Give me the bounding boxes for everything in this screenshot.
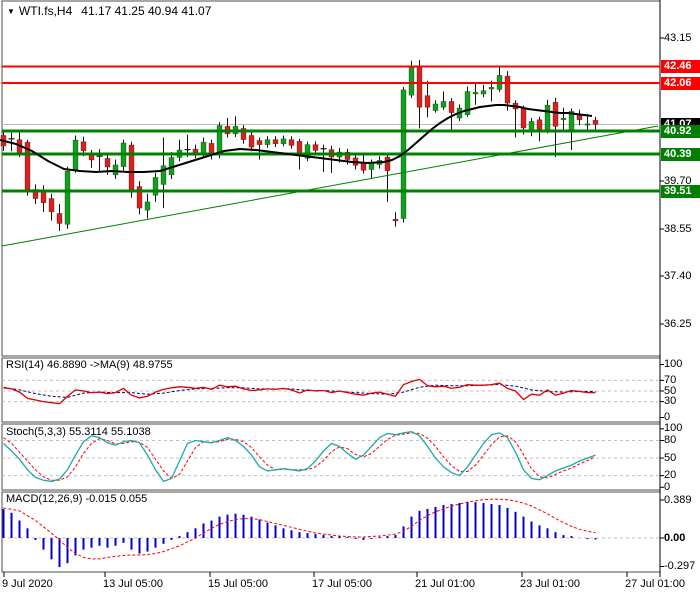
rsi-main-line [3, 378, 596, 405]
time-axis-label: 23 Jul 01:00 [520, 578, 580, 590]
bull-candle [488, 87, 495, 90]
bear-candle [128, 144, 135, 193]
chart-title: ▼ WTI.fs,H4 41.17 41.25 40.94 41.07 [7, 4, 211, 18]
price-badge-40.39: 40.39 [661, 147, 700, 161]
price-badge-39.51: 39.51 [661, 184, 700, 198]
price-axis-label: 43.15 [664, 31, 692, 44]
bull-candle [440, 101, 447, 108]
bull-candle [304, 144, 311, 159]
ohlc-values: 41.17 41.25 40.94 41.07 [81, 4, 212, 18]
rsi-level-label: 30 [664, 395, 677, 408]
bull-candle [152, 177, 159, 196]
bull-candle [432, 103, 439, 111]
price-badge-42.46: 42.46 [661, 60, 700, 73]
bull-candle [560, 117, 567, 121]
bear-candle [384, 156, 391, 172]
bull-candle [64, 170, 71, 225]
macd-level-label: -0.297 [664, 560, 696, 572]
moving-average-line [0, 104, 593, 173]
stoch-level-label: 20 [664, 469, 677, 482]
rsi-plot [2, 364, 664, 418]
macd-level-label: 0.00 [664, 531, 686, 544]
bear-candle [344, 151, 351, 160]
time-axis-label: 15 Jul 05:00 [208, 578, 268, 590]
rsi-indicator-label: RSI(14) 46.8890 ->MA(9) 48.9755 [6, 359, 173, 371]
bear-candle [56, 213, 63, 224]
stoch-signal-line [3, 432, 596, 481]
rsi-level-label: 50 [664, 384, 677, 397]
bear-candle [552, 101, 559, 127]
bear-candle [312, 144, 319, 151]
stoch-indicator-label: Stoch(5,3,3) 55.3114 55.1038 [6, 426, 151, 438]
bear-candle [360, 163, 367, 171]
time-axis-label: 21 Jul 01:00 [415, 578, 475, 590]
macd-panel[interactable] [1, 491, 661, 573]
symbol-name: WTI.fs,H4 [18, 4, 73, 18]
bull-candle [264, 139, 271, 145]
symbol-dropdown-icon[interactable]: ▼ [7, 7, 15, 16]
stoch-level-label: 100 [664, 422, 683, 435]
rsi-level-label: 100 [664, 358, 683, 370]
time-axis-label: 17 Jul 05:00 [312, 578, 372, 590]
price-badge-40.92: 40.92 [661, 124, 700, 138]
bull-candle [544, 104, 551, 132]
price-badge-42.06: 42.06 [661, 76, 700, 90]
time-ticks [3, 572, 628, 577]
bear-candle [288, 139, 295, 146]
bear-candle [272, 139, 279, 145]
bull-candle [144, 201, 151, 211]
bear-candle [520, 107, 527, 129]
price-axis-label: 36.25 [664, 317, 692, 330]
bull-candle [280, 138, 287, 145]
bear-candle [424, 95, 431, 108]
bear-candle [240, 128, 247, 140]
stoch-level-label: 50 [664, 451, 677, 464]
bear-candle [448, 101, 455, 113]
rsi-panel[interactable] [1, 357, 661, 423]
bear-candle [88, 154, 95, 161]
stoch-level-label: 0 [664, 480, 671, 493]
stoch-plot [2, 428, 664, 488]
bear-candle [256, 140, 263, 145]
main-panel[interactable] [1, 0, 661, 357]
bear-candle [248, 135, 255, 148]
rsi-level-label: 70 [664, 373, 677, 386]
bull-candle [472, 92, 479, 95]
bull-candle [408, 67, 415, 96]
bull-candle [480, 90, 487, 95]
stoch-panel[interactable] [1, 423, 661, 491]
bear-candle [592, 119, 599, 125]
bull-candle [200, 141, 207, 154]
price-axis-label: 39.70 [664, 174, 692, 187]
bear-candle [80, 141, 87, 152]
time-axis-label: 13 Jul 05:00 [103, 578, 163, 590]
bear-candle [136, 186, 143, 209]
stoch-main-line [3, 431, 596, 483]
bear-candle [392, 219, 399, 222]
price-axis-label: 37.40 [664, 269, 692, 282]
main-price-panel [0, 37, 664, 325]
rsi-level-label: 0 [664, 411, 671, 423]
bear-candle [416, 67, 423, 108]
trend-line[interactable] [1, 125, 659, 247]
bull-candle [464, 91, 471, 116]
bear-candle [504, 75, 511, 104]
macd-plot [2, 498, 664, 568]
macd-indicator-label: MACD(12,26,9) -0.015 0.055 [6, 493, 148, 505]
time-axis-label: 27 Jul 01:00 [625, 578, 685, 590]
bear-candle [536, 119, 543, 130]
price-axis-label: 38.55 [664, 222, 692, 235]
bear-candle [104, 158, 111, 168]
bear-candle [48, 198, 55, 213]
macd-level-label: 0.389 [664, 493, 692, 506]
bull-candle [112, 164, 119, 176]
bull-candle [160, 165, 167, 185]
macd-signal-line [3, 498, 596, 560]
time-axis-label: 9 Jul 2020 [2, 578, 53, 590]
stoch-level-label: 80 [664, 434, 677, 446]
bull-candle [584, 123, 591, 126]
bear-candle [32, 189, 39, 199]
